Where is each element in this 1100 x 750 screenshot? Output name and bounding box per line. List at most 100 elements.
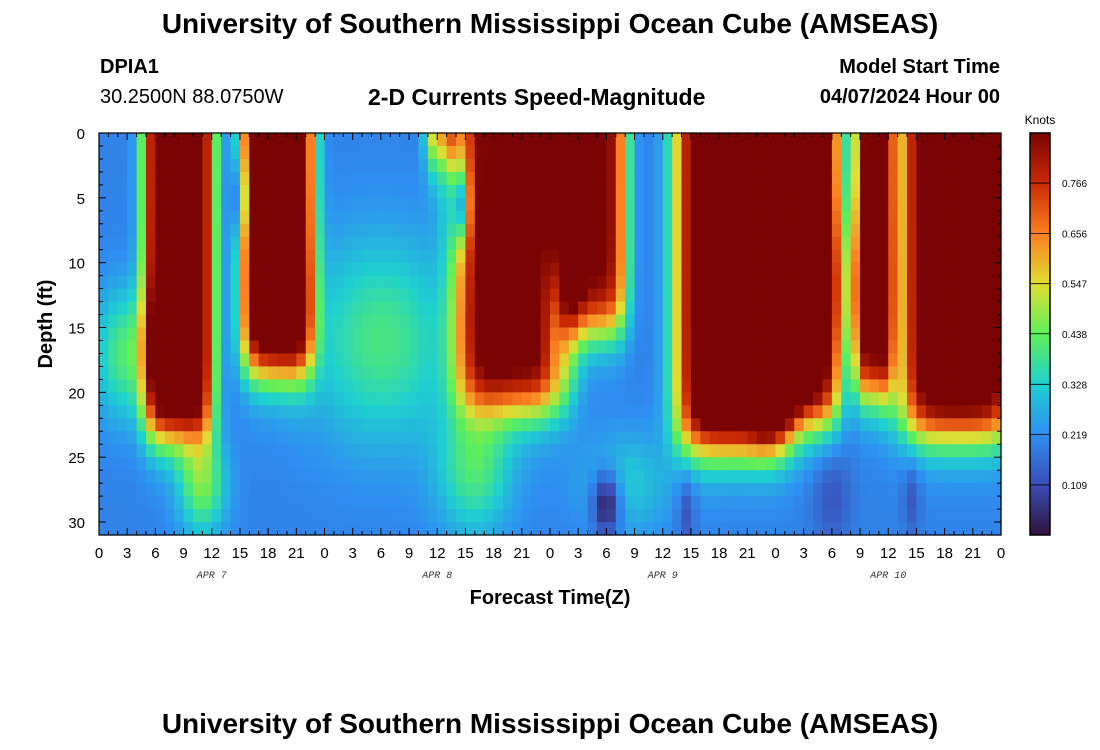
heatmap-cell	[521, 314, 532, 329]
heatmap-cell	[822, 210, 833, 225]
heatmap-cell	[155, 470, 166, 484]
heatmap-cell	[775, 418, 786, 432]
heatmap-cell	[653, 275, 664, 290]
heatmap-cell	[117, 210, 128, 225]
x-tick-label: 9	[630, 545, 638, 562]
heatmap-cell	[559, 340, 570, 355]
heatmap-cell	[127, 366, 138, 380]
heatmap-cell	[343, 483, 354, 497]
heatmap-cell	[390, 379, 401, 393]
heatmap-cell	[108, 470, 119, 484]
heatmap-cell	[897, 392, 908, 406]
heatmap-cell	[850, 262, 861, 277]
heatmap-cell	[784, 288, 795, 303]
heatmap-cell	[108, 431, 119, 445]
heatmap-cell	[766, 392, 777, 406]
heatmap-cell	[211, 340, 222, 355]
heatmap-cell	[737, 158, 748, 173]
heatmap-cell	[813, 392, 824, 406]
heatmap-cell	[230, 496, 241, 510]
heatmap-cell	[277, 405, 288, 419]
heatmap-cell	[305, 210, 316, 225]
heatmap-cell	[315, 353, 326, 368]
heatmap-cell	[493, 236, 504, 251]
heatmap-cell	[606, 236, 617, 251]
heatmap-cell	[775, 379, 786, 393]
heatmap-cell	[634, 275, 645, 290]
heatmap-cell	[719, 392, 730, 406]
heatmap-cell	[484, 223, 495, 238]
heatmap-cell	[559, 431, 570, 445]
heatmap-cell	[145, 327, 156, 342]
heatmap-cell	[935, 405, 946, 419]
heatmap-cell	[935, 223, 946, 238]
heatmap-cell	[343, 158, 354, 173]
heatmap-cell	[954, 314, 965, 329]
heatmap-cell	[803, 133, 814, 147]
heatmap-cell	[174, 262, 185, 277]
heatmap-cell	[333, 262, 344, 277]
heatmap-cell	[155, 353, 166, 368]
heatmap-cell	[211, 483, 222, 497]
heatmap-cell	[155, 171, 166, 186]
heatmap-cell	[136, 444, 147, 458]
heatmap-cell	[493, 340, 504, 355]
heatmap-cell	[221, 184, 232, 199]
heatmap-cell	[427, 496, 438, 510]
heatmap-cell	[728, 418, 739, 432]
heatmap-cell	[343, 457, 354, 471]
heatmap-cell	[596, 327, 607, 342]
heatmap-cell	[164, 353, 175, 368]
heatmap-cell	[427, 184, 438, 199]
heatmap-cell	[474, 431, 485, 445]
heatmap-cell	[427, 236, 438, 251]
heatmap-cell	[503, 444, 514, 458]
heatmap-cell	[803, 184, 814, 199]
heatmap-cell	[596, 366, 607, 380]
heatmap-cell	[775, 184, 786, 199]
heatmap-cell	[465, 249, 476, 264]
heatmap-cell	[296, 197, 307, 212]
heatmap-cell	[587, 301, 598, 316]
heatmap-cell	[954, 470, 965, 484]
heatmap-cell	[709, 340, 720, 355]
heatmap-cell	[813, 509, 824, 523]
heatmap-cell	[202, 145, 213, 160]
heatmap-cell	[587, 509, 598, 523]
heatmap-cell	[380, 483, 391, 497]
heatmap-cell	[972, 366, 983, 380]
heatmap-cell	[681, 392, 692, 406]
heatmap-cell	[380, 431, 391, 445]
heatmap-cell	[672, 457, 683, 471]
heatmap-cell	[662, 457, 673, 471]
heatmap-cell	[625, 184, 636, 199]
heatmap-cell	[221, 288, 232, 303]
heatmap-cell	[672, 184, 683, 199]
heatmap-cell	[164, 301, 175, 316]
heatmap-cell	[662, 353, 673, 368]
heatmap-cell	[456, 171, 467, 186]
heatmap-cell	[512, 457, 523, 471]
heatmap-cell	[935, 197, 946, 212]
heatmap-cell	[982, 392, 993, 406]
heatmap-cell	[512, 171, 523, 186]
colorbar-tick-label: 0.766	[1062, 179, 1087, 190]
heatmap-cell	[954, 431, 965, 445]
heatmap-cell	[954, 223, 965, 238]
heatmap-cell	[296, 457, 307, 471]
heatmap-cell	[183, 392, 194, 406]
heatmap-cell	[643, 431, 654, 445]
heatmap-cell	[183, 197, 194, 212]
heatmap-cell	[897, 431, 908, 445]
heatmap-cell	[813, 444, 824, 458]
heatmap-cell	[550, 184, 560, 199]
heatmap-cell	[315, 418, 326, 432]
heatmap-cell	[869, 145, 880, 160]
heatmap-cell	[390, 158, 401, 173]
heatmap-cell	[145, 275, 156, 290]
heatmap-cell	[362, 184, 373, 199]
heatmap-cell	[963, 184, 974, 199]
heatmap-cell	[192, 405, 203, 419]
heatmap-cell	[305, 158, 316, 173]
heatmap-cell	[362, 522, 373, 536]
